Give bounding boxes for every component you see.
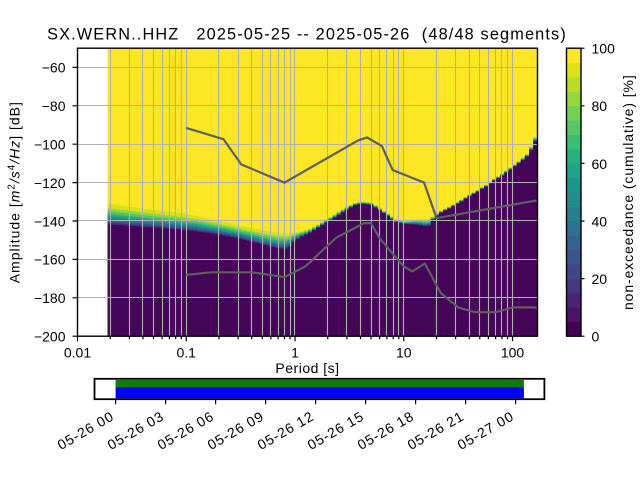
svg-text:1: 1 xyxy=(291,345,299,361)
svg-text:0.01: 0.01 xyxy=(64,345,91,361)
svg-text:20: 20 xyxy=(592,271,608,287)
svg-text:10: 10 xyxy=(396,345,412,361)
svg-text:100: 100 xyxy=(501,345,525,361)
svg-text:40: 40 xyxy=(592,213,608,229)
svg-text:Amplitude [m2/s4/Hz] [dB]: Amplitude [m2/s4/Hz] [dB] xyxy=(7,101,23,283)
svg-text:−180: −180 xyxy=(34,290,66,306)
svg-text:60: 60 xyxy=(592,156,608,172)
svg-text:80: 80 xyxy=(592,98,608,114)
svg-text:−200: −200 xyxy=(34,329,66,345)
svg-text:−60: −60 xyxy=(42,60,66,76)
svg-text:100: 100 xyxy=(592,41,616,57)
svg-text:0: 0 xyxy=(592,329,600,345)
svg-text:0.1: 0.1 xyxy=(176,345,196,361)
svg-text:non-exceedance (cumulative) [%: non-exceedance (cumulative) [%] xyxy=(620,74,636,310)
svg-text:−120: −120 xyxy=(34,175,66,191)
svg-text:−80: −80 xyxy=(42,98,66,114)
svg-text:−160: −160 xyxy=(34,252,66,268)
svg-text:−100: −100 xyxy=(34,137,66,153)
svg-text:−140: −140 xyxy=(34,213,66,229)
svg-text:Period [s]: Period [s] xyxy=(275,360,339,376)
svg-text:SX.WERN..HHZ 2025-05-25 -- 2: SX.WERN..HHZ 2025-05-25 -- 2025-05-26 (4… xyxy=(47,26,567,44)
